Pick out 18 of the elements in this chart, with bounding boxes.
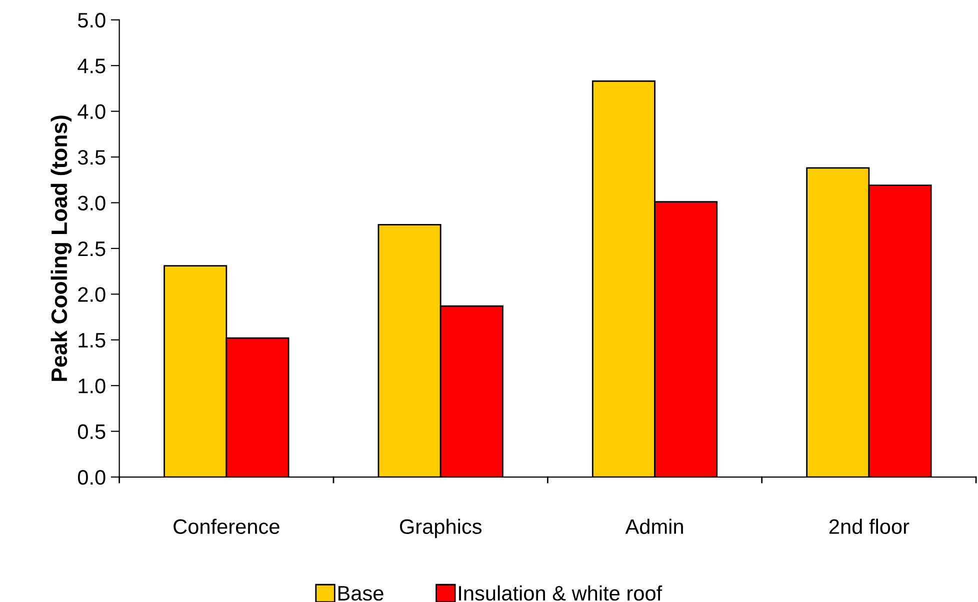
y-tick-label: 2.0	[78, 287, 106, 302]
y-tick-label: 1.0	[78, 378, 106, 394]
legend-label: Insulation & white roof	[459, 585, 662, 601]
x-tick-label: Admin	[625, 518, 683, 534]
y-tick-label: 3.5	[78, 150, 106, 165]
x-tick-label: Conference	[174, 518, 280, 534]
y-tick-label: 0.5	[78, 424, 106, 440]
y-axis-title: Peak Cooling Load (tons)	[50, 116, 72, 381]
x-tick-label: Graphics	[400, 518, 482, 538]
y-tick-label: 4.5	[78, 58, 106, 74]
x-tick-label: 2nd floor	[829, 518, 910, 534]
y-tick-label: 2.5	[78, 241, 106, 256]
y-tick-label: 5.0	[78, 12, 106, 28]
y-tick-label: 0.0	[78, 470, 106, 485]
y-tick-label: 1.5	[78, 333, 106, 348]
y-tick-label: 4.0	[78, 104, 106, 120]
legend-label: Base	[338, 586, 384, 601]
y-tick-label: 3.0	[78, 196, 106, 210]
